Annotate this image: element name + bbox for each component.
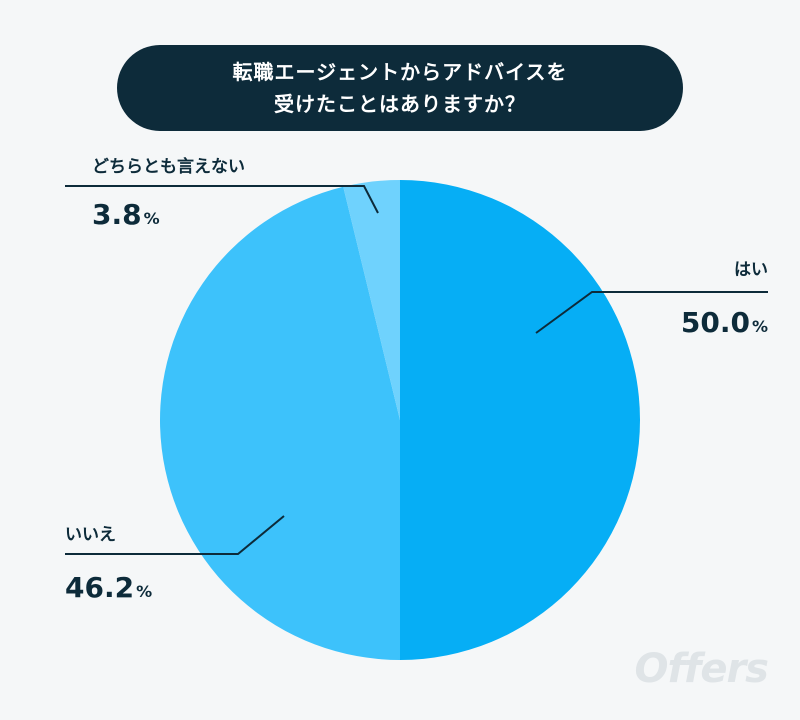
pie-slice-1 xyxy=(159,186,400,660)
leader-line-0 xyxy=(535,291,768,334)
slice-value-2: 3.8% xyxy=(92,198,160,231)
pie-slice-2 xyxy=(343,180,400,420)
leader-line-1 xyxy=(65,515,285,555)
chart-title-line-1: 転職エージェントからアドバイスを xyxy=(232,60,568,84)
pie-slice-0 xyxy=(400,180,640,660)
slice-label-2: どちらとも言えない xyxy=(92,156,245,177)
slice-value-0: 50.0% xyxy=(681,306,768,339)
offers-logo: Offers xyxy=(634,646,769,692)
slice-label-0: はい xyxy=(734,260,768,280)
chart-title-line-2: 受けたことはありますか？ xyxy=(274,92,526,116)
chart-title: 転職エージェントからアドバイスを 受けたことはありますか？ xyxy=(117,45,683,131)
slice-value-1: 46.2% xyxy=(65,571,152,604)
slice-label-1: いいえ xyxy=(65,525,116,545)
leader-line-2 xyxy=(65,185,379,214)
